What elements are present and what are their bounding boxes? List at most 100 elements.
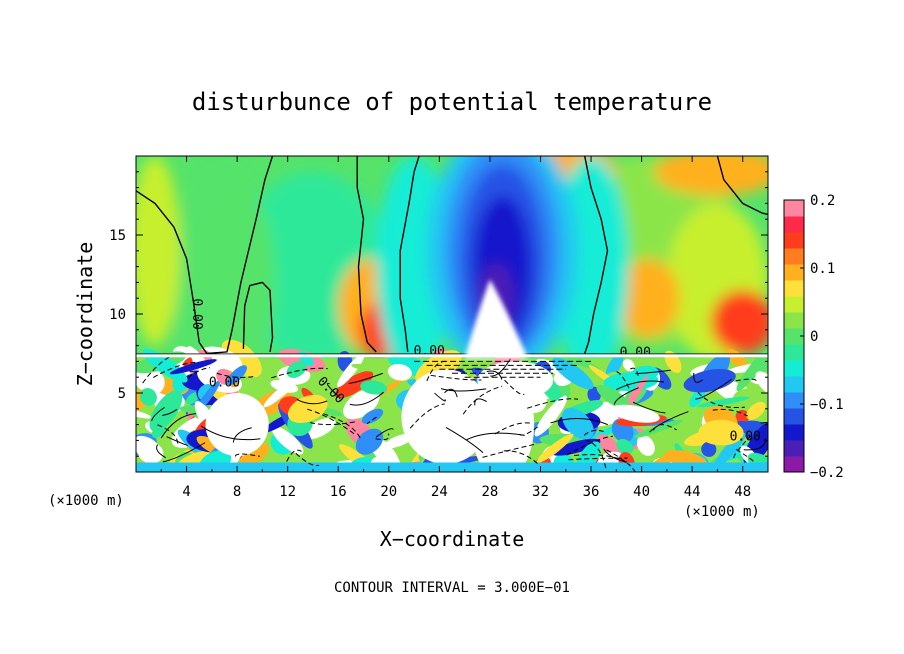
contour-line	[568, 457, 628, 461]
contour-line	[216, 372, 256, 378]
field-patch	[136, 156, 181, 346]
contour-line	[234, 453, 260, 457]
turbulent-patch	[169, 359, 217, 375]
turbulent-patch	[755, 371, 768, 396]
field-patch	[616, 258, 680, 338]
turbulent-patch	[302, 418, 336, 440]
contour-line	[635, 369, 671, 375]
colorbar-tick-label: 0.1	[810, 261, 835, 277]
contour-line	[584, 439, 607, 470]
contour-line	[716, 156, 768, 216]
contour-line	[166, 436, 189, 447]
contour-line	[151, 406, 165, 422]
contour-line	[156, 444, 166, 459]
contour-line	[550, 418, 608, 426]
contour-line	[486, 370, 503, 380]
colorbar-swatch	[784, 232, 804, 249]
colorbar-swatch	[784, 424, 804, 441]
contour-line	[366, 415, 379, 424]
contour-line	[632, 401, 666, 414]
y-tick-label: 15	[109, 228, 126, 244]
contour-line	[462, 385, 503, 415]
turbulent-patch	[698, 419, 744, 446]
colorbar-swatch	[784, 440, 804, 457]
y-tick-label: 10	[109, 307, 126, 323]
x-tick-label: 24	[431, 484, 448, 500]
x-tick-label: 8	[233, 484, 241, 500]
colorbar-tick-label: −0.2	[810, 465, 844, 481]
y-axis-label: Z−coordinate	[73, 242, 97, 387]
turbulent-patch	[610, 404, 660, 423]
turbulent-patch	[534, 395, 568, 437]
turbulent-patch	[561, 407, 594, 440]
turbulent-patch	[701, 441, 717, 457]
contour-line	[735, 378, 757, 383]
colorbar: 0.2 0.1 0 −0.1 −0.2	[783, 193, 844, 481]
turbulent-patch	[536, 433, 574, 463]
turbulent-patch	[139, 388, 157, 406]
contour-line	[712, 408, 748, 417]
turbulent-patch	[616, 439, 634, 455]
contour-line	[693, 372, 703, 383]
contour-line	[695, 378, 732, 400]
colorbar-tick-label: 0.2	[810, 193, 835, 209]
turbulent-patch	[636, 435, 655, 456]
turbulent-patch	[683, 368, 736, 393]
contour-line	[616, 380, 664, 391]
contour-line	[296, 398, 328, 405]
turbulent-patch	[689, 387, 706, 408]
colorbar-tick-label: 0	[810, 329, 818, 345]
chart-title: disturbunce of potential temperature	[192, 88, 712, 116]
turbulent-patch	[603, 371, 659, 391]
x-unit-left: (×1000 m)	[48, 493, 124, 509]
turbulent-patch	[605, 352, 624, 379]
contour-line	[440, 388, 487, 392]
contour-label: 0.00	[620, 346, 651, 361]
contour-line	[584, 156, 609, 354]
turbulent-patch	[320, 407, 343, 417]
contour-line	[494, 422, 532, 435]
turbulent-patch	[334, 370, 374, 399]
contour-line	[160, 413, 197, 439]
turbulent-patch	[315, 372, 330, 391]
contour-line	[733, 435, 751, 459]
contour-line	[323, 413, 362, 441]
x-tick-label: 40	[633, 484, 650, 500]
x-tick-label: 48	[734, 484, 751, 500]
colorbar-swatch	[784, 200, 804, 217]
colorbar-swatch	[784, 392, 804, 409]
lower-field	[136, 339, 768, 472]
contour-line	[466, 432, 525, 441]
surface-band	[136, 462, 768, 472]
plume-core	[464, 279, 528, 359]
turbulent-patch	[735, 409, 750, 424]
turbulent-patch	[596, 384, 631, 411]
contour-line	[583, 429, 607, 436]
contour-line	[504, 379, 525, 396]
field-patch	[711, 290, 768, 354]
contour-line	[162, 408, 178, 416]
contour-line	[349, 391, 384, 406]
colorbar-swatch	[784, 248, 804, 265]
turbulent-patch	[361, 408, 384, 424]
colorbar-swatch	[784, 280, 804, 297]
colorbar-tick-label: −0.1	[810, 397, 844, 413]
x-axis-label: X−coordinate	[380, 527, 525, 551]
colorbar-swatch	[784, 312, 804, 329]
contour-interval-note: CONTOUR INTERVAL = 3.000E−01	[334, 580, 570, 596]
contour-line	[482, 443, 538, 458]
turbulent-patch	[337, 353, 365, 387]
turbulent-patch	[371, 378, 404, 400]
x-tick-label: 20	[380, 484, 397, 500]
turbulent-patch	[745, 344, 768, 379]
colorbar-swatch	[784, 456, 804, 473]
contour-line	[697, 391, 745, 408]
contour-line	[201, 425, 261, 441]
turbulent-patch	[387, 363, 412, 381]
upper-field	[136, 156, 768, 393]
x-tick-label: 36	[583, 484, 600, 500]
contour-line	[157, 424, 179, 444]
contour-label: 0.00	[209, 376, 240, 391]
turbulent-patch	[226, 365, 247, 386]
